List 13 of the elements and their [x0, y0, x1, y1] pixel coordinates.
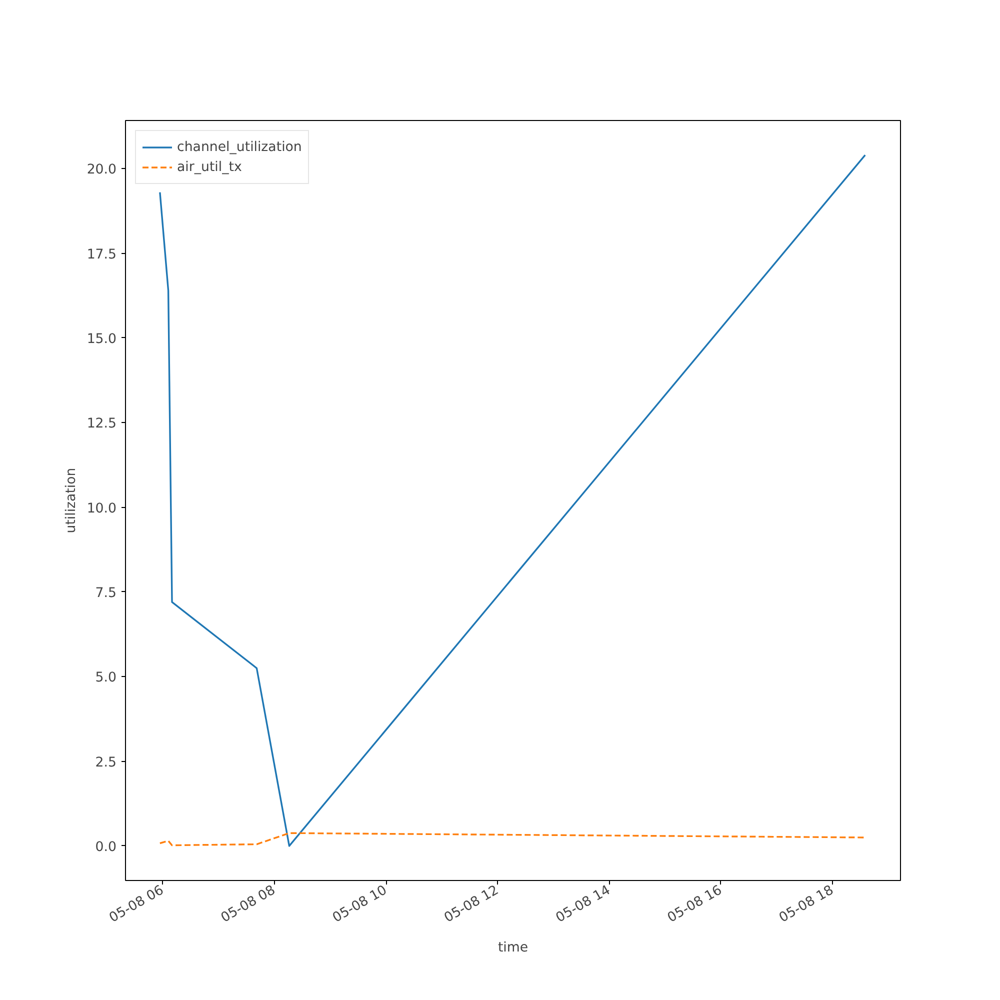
y-tick-label: 15.0	[86, 332, 117, 347]
y-axis-title: utilization	[64, 468, 79, 534]
y-tick-label: 10.0	[86, 501, 117, 516]
y-tick-label: 17.5	[86, 247, 117, 262]
y-tick-label: 2.5	[95, 755, 117, 770]
x-axis-title: time	[498, 940, 528, 956]
legend-label: air_util_tx	[177, 160, 242, 174]
y-tick-label: 0.0	[95, 840, 117, 855]
y-tick-label: 12.5	[86, 416, 117, 432]
legend-label: channel_utilization	[177, 140, 302, 154]
y-tick-label: 5.0	[95, 670, 117, 686]
y-tick-label: 7.5	[95, 586, 117, 601]
y-tick-label: 20.0	[86, 162, 117, 178]
